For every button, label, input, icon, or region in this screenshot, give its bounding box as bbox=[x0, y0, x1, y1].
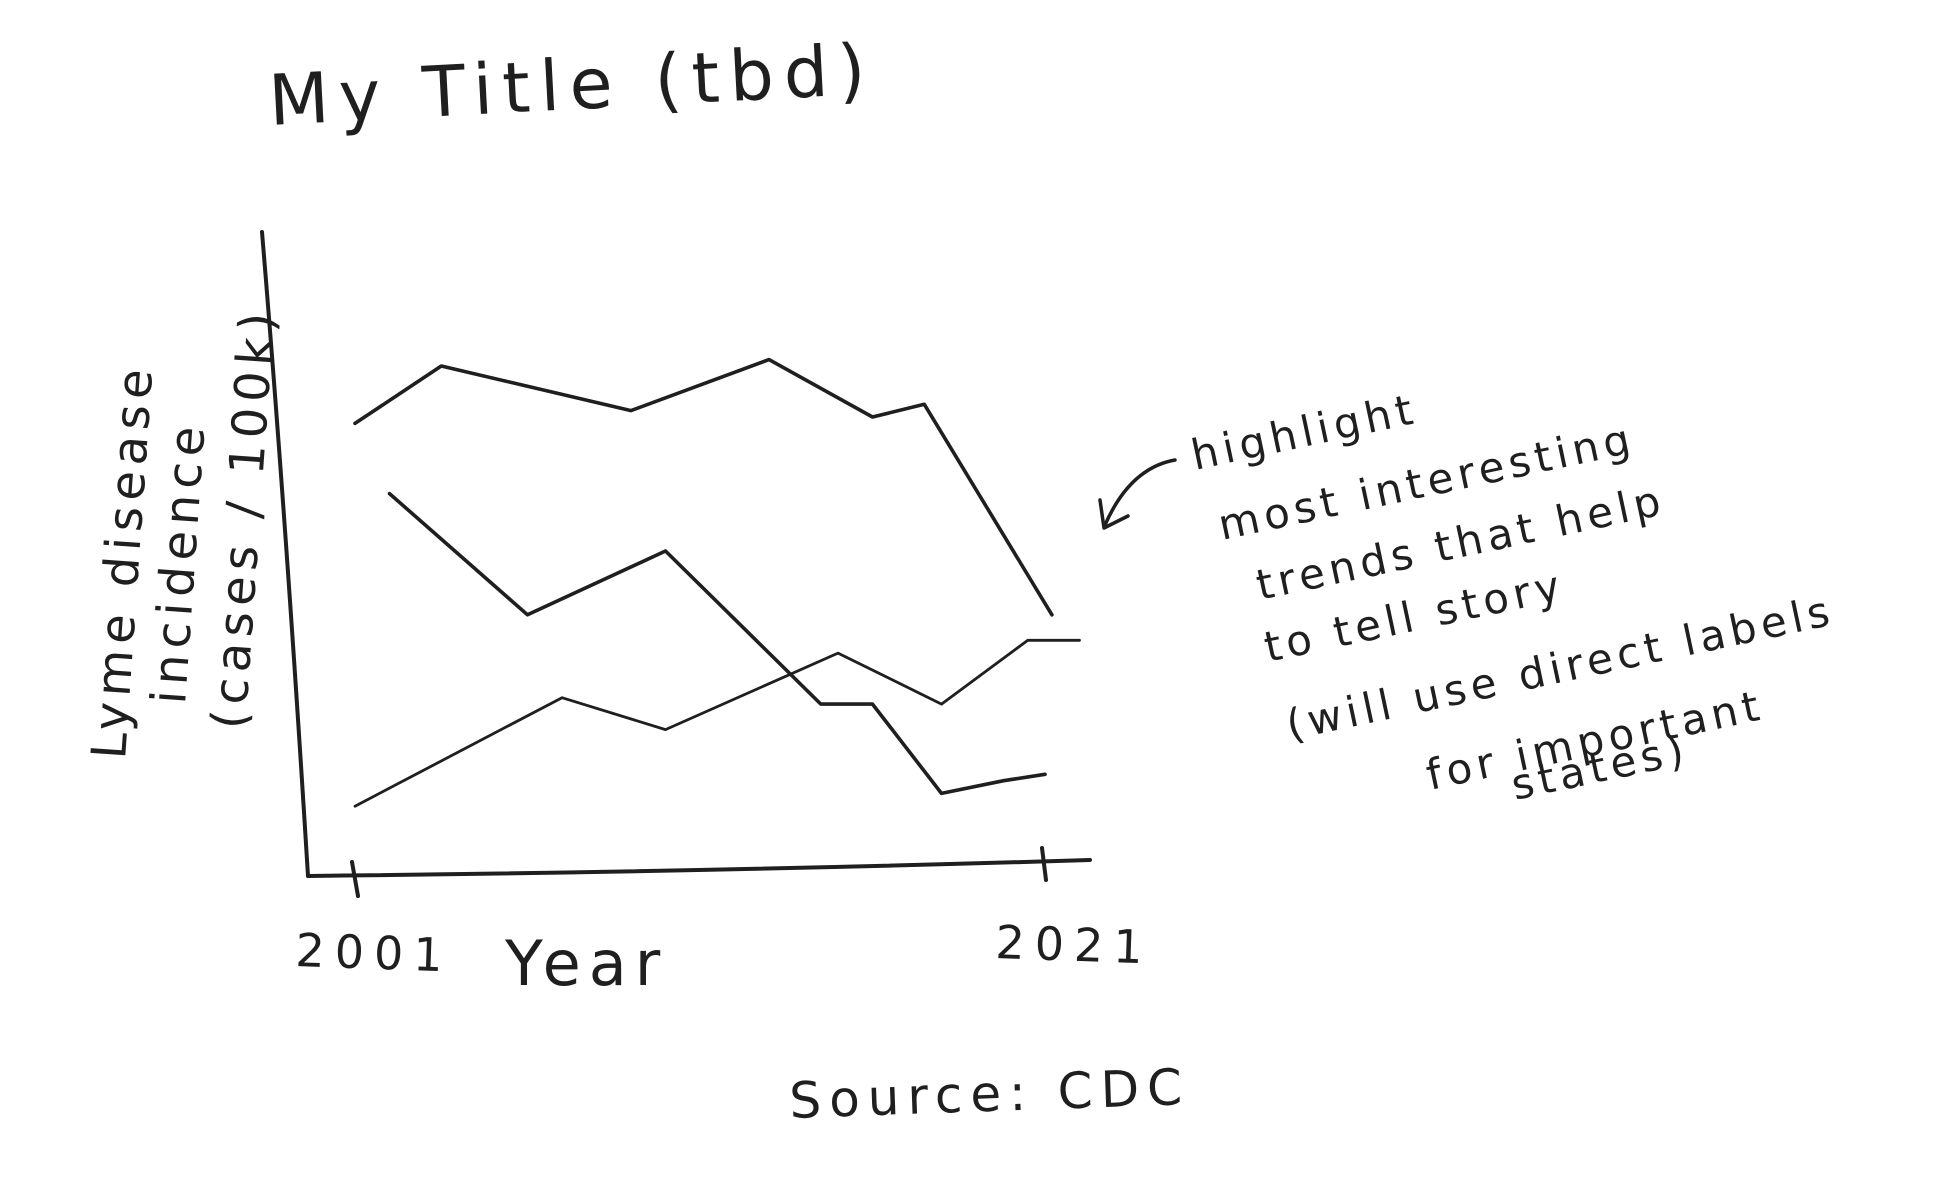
series-line-2 bbox=[387, 491, 1047, 796]
series-line-3 bbox=[353, 638, 1081, 808]
x-axis-line bbox=[306, 858, 1092, 878]
series-line-1 bbox=[353, 357, 1054, 617]
x-tick-mark-2021 bbox=[1040, 846, 1048, 882]
annotation-arrow-line bbox=[1103, 458, 1177, 527]
chart-title: My Title (tbd) bbox=[267, 28, 878, 142]
plot-area bbox=[353, 357, 1081, 808]
y-axis-line bbox=[260, 230, 310, 878]
annotation-arrow-head bbox=[1098, 498, 1130, 530]
source-note: Source: CDC bbox=[788, 1058, 1191, 1130]
x-axis-label: Year bbox=[504, 927, 668, 1000]
x-tick-label-2021: 2021 bbox=[995, 915, 1154, 974]
y-axis-label: Lyme disease incidence (cases / 100k) bbox=[81, 305, 286, 761]
x-tick-mark-2001 bbox=[350, 860, 360, 898]
x-tick-label-2001: 2001 bbox=[295, 923, 454, 982]
